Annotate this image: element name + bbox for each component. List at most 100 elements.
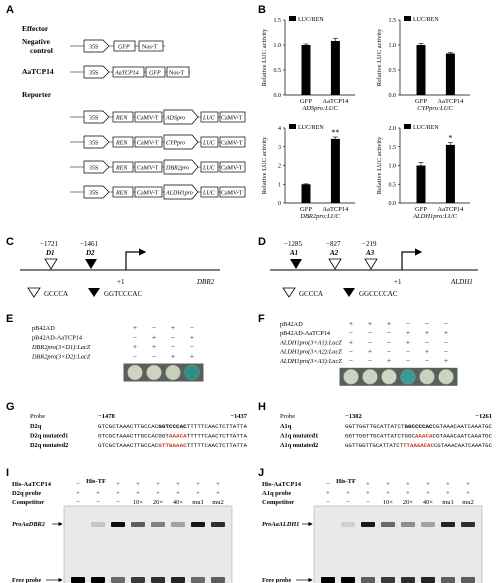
sign-cell: − (387, 348, 391, 356)
legend-ggccccac: GGCCCCAC (359, 290, 398, 298)
emsa-cell: mu1 (192, 499, 204, 506)
sign-cell: − (171, 343, 175, 351)
camv-box (134, 161, 163, 173)
ren-label: REN (115, 141, 128, 147)
tss-arrow-icon (125, 248, 147, 270)
free-probe-band (111, 577, 125, 583)
sign-cell: − (444, 348, 448, 356)
free-probe-label: Free probe (262, 577, 292, 583)
x-tick-label: AaTCP14 (437, 98, 464, 105)
x-tick-label: GFP (300, 206, 312, 213)
a3-open-triangle-icon (364, 258, 378, 270)
nos-box (138, 40, 164, 52)
his-tf-label: His-TF (336, 478, 356, 485)
y-axis-label: Relative LUC activity (376, 136, 383, 194)
row-label: pB42AD-AaTCP14 (32, 335, 83, 342)
emsa-cell: + (386, 490, 390, 497)
sign-cell: + (190, 334, 194, 342)
probe-sequence: GTCGCTAAACTTGCCAC GTTGAAAC TTTTTCAACTCTTAT… (98, 443, 248, 449)
y-tick-label: 1.5 (274, 18, 282, 24)
bar (416, 45, 426, 95)
free-probe-label: Free probe (12, 577, 42, 583)
promoter-35s-arrow (83, 185, 110, 199)
bar (330, 138, 340, 203)
shifted-band (111, 522, 125, 527)
sign-cell: + (406, 329, 410, 337)
significance-label: ** (331, 128, 339, 137)
y-tick-label: 0.5 (274, 68, 282, 74)
x-tick-label: AaTCP14 (437, 206, 464, 213)
panel-label-f: F (258, 313, 265, 325)
emsa-cell: − (116, 499, 120, 506)
free-probe-band (211, 577, 225, 583)
sign-cell: + (368, 320, 372, 328)
emsa-row-label: His-AaTCP14 (12, 481, 52, 488)
plate-background (123, 363, 204, 382)
shifted-band (441, 522, 455, 527)
emsa-cell: + (406, 490, 410, 497)
emsa-cell: + (176, 490, 180, 497)
shifted-band (131, 522, 145, 527)
seq-core: AAACA (169, 434, 188, 440)
x-tick-label: GFP (415, 98, 427, 105)
row-label: DBR2pro(3×D1):LacZ (31, 344, 91, 351)
y-tick-label: 0.0 (274, 93, 282, 99)
yeast-spot (343, 369, 359, 385)
promoter-arrow (163, 184, 199, 200)
p35s-label: 35S (89, 191, 98, 197)
legend-label: LUC/REN (413, 17, 439, 23)
emsa-cell: 20× (403, 499, 414, 506)
camv-box (134, 186, 163, 198)
camv-label: CaMV-T (137, 191, 159, 197)
sign-cell: − (152, 324, 156, 332)
construct-aatcp14-effector: 35S AaTCP14 GFP Nos-T (70, 65, 190, 79)
y-tick-label: 1.0 (274, 43, 282, 49)
sign-cell: + (368, 348, 372, 356)
free-probe-band (171, 577, 185, 583)
free-probe-band (441, 577, 455, 583)
camv-box (134, 136, 163, 148)
sign-cell: − (349, 357, 353, 365)
probe-name: A1q mutated2 (280, 442, 318, 449)
luc-box (200, 161, 219, 173)
tss-plus1: +1 (394, 278, 402, 286)
ren-box (112, 161, 134, 173)
site-a2-label: A2 (329, 249, 339, 257)
probe-header: Probe (30, 413, 45, 420)
reporter-construct-3: 35S REN CaMV-T DBR2pro LUC CaMV-T (70, 159, 246, 175)
y-axis-label: Relative LUC activity (376, 28, 383, 86)
sign-cell: + (387, 357, 391, 365)
sign-cell: − (425, 338, 429, 346)
site-a3-label: A3 (365, 249, 375, 257)
panel-label-e: E (6, 313, 13, 325)
camv-box (219, 161, 246, 173)
camv-label: CaMV-T (221, 166, 243, 172)
row-label: pB42AD (32, 325, 55, 332)
free-probe-band (91, 577, 105, 583)
camv-label: CaMV-T (137, 116, 159, 122)
panel-a: A Effector Negative control AaTCP14 Repo… (6, 4, 246, 200)
shift-band-label: ProAaALDH1 (262, 521, 299, 528)
seq-pre: GGTTGGTTGCATTATCTGGC (345, 434, 415, 440)
site-a1-label: A1 (289, 249, 298, 257)
ren-box (112, 186, 134, 198)
probe-start-pos: −1478 (98, 413, 115, 420)
emsa-cell: + (196, 490, 200, 497)
camv-label: CaMV-T (137, 166, 159, 172)
free-probe-band (151, 577, 165, 583)
free-probe-band (131, 577, 145, 583)
seq-post: CGTAAACAATCAAATGC (434, 443, 492, 449)
emsa-cell: + (326, 490, 330, 497)
sign-cell: + (444, 329, 448, 337)
sign-cell: − (444, 320, 448, 328)
ren-label: REN (115, 191, 128, 197)
x-tick-label: AaTCP14 (322, 98, 349, 105)
panel-label-g: G (6, 401, 15, 413)
bar (301, 184, 311, 203)
free-probe-band (401, 577, 415, 583)
promoter-35s-arrow (83, 65, 110, 79)
promoter-35s-arrow (83, 39, 110, 53)
y-tick-label: 1.0 (389, 43, 397, 49)
